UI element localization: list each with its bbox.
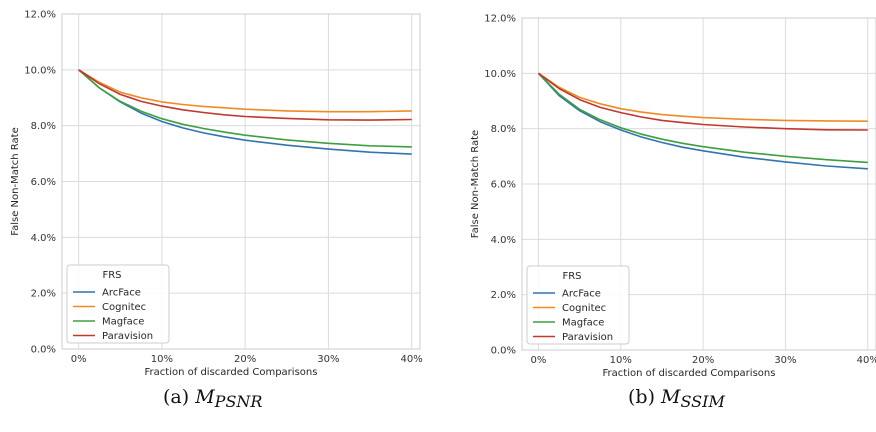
y-tick-label: 12.0% <box>24 10 56 21</box>
plot-frame <box>521 17 876 351</box>
series-line-paravision <box>78 69 412 121</box>
legend-label-paravision: Paravision <box>102 331 153 342</box>
x-tick-label: 10% <box>610 355 632 366</box>
y-tick-label: 4.0% <box>31 233 56 244</box>
x-tick-label: 0% <box>71 354 87 365</box>
y-tick-label: 8.0% <box>31 121 56 132</box>
legend-label-magface: Magface <box>102 317 144 328</box>
y-tick-label: 6.0% <box>491 180 516 191</box>
y-tick-label: 8.0% <box>491 124 516 135</box>
caption-a-symbol: M <box>194 386 215 408</box>
series-line-cognitec <box>538 72 868 122</box>
caption-b: (b) MSSIM <box>628 386 725 411</box>
series-line-magface <box>537 72 868 164</box>
series-line-arcface <box>537 72 868 170</box>
x-tick-label: 40% <box>857 355 876 366</box>
y-tick-label: 2.0% <box>491 290 516 301</box>
y-tick-label: 2.0% <box>31 289 56 300</box>
y-axis-label: False Non-Match Rate <box>10 127 21 235</box>
legend-title: FRS <box>562 271 581 282</box>
x-axis-label: Fraction of discarded Comparisons <box>145 367 318 378</box>
caption-a-prefix: (a) <box>163 386 195 408</box>
legend-label-magface: Magface <box>562 318 604 329</box>
caption-b-symbol: M <box>660 386 681 408</box>
x-tick-label: 0% <box>531 355 547 366</box>
x-tick-label: 30% <box>317 354 339 365</box>
x-tick-label: 40% <box>401 354 423 365</box>
series-line-cognitec <box>78 69 412 113</box>
y-axis-label: False Non-Match Rate <box>470 130 481 238</box>
y-tick-label: 4.0% <box>491 235 516 246</box>
y-tick-label: 0.0% <box>491 346 516 357</box>
legend-label-arcface: ArcFace <box>562 289 601 300</box>
legend-box <box>526 265 630 345</box>
caption-b-prefix: (b) <box>628 386 661 408</box>
series-line-paravision <box>538 72 868 131</box>
legend-label-cognitec: Cognitec <box>102 302 146 313</box>
legend-label-cognitec: Cognitec <box>562 303 606 314</box>
y-tick-label: 12.0% <box>484 14 516 25</box>
legend-label-paravision: Paravision <box>562 332 613 343</box>
caption-a-subscript: PSNR <box>214 392 263 411</box>
y-tick-label: 6.0% <box>31 177 56 188</box>
x-tick-label: 20% <box>692 355 714 366</box>
y-tick-label: 0.0% <box>31 345 56 356</box>
plot-frame <box>61 13 421 350</box>
y-tick-label: 10.0% <box>484 69 516 80</box>
series-line-magface <box>78 69 412 148</box>
chart-panel-b: 0.0% 2.0% 4.0% 6.0% 8.0% 10.0% 12.0% 0% 10% 20% 30… <box>470 14 876 379</box>
x-tick-label: 10% <box>151 354 173 365</box>
x-tick-label: 20% <box>234 354 256 365</box>
y-tick-label: 10.0% <box>24 65 56 76</box>
x-axis-label: Fraction of discarded Comparisons <box>603 368 776 379</box>
legend-label-arcface: ArcFace <box>102 288 141 299</box>
caption-a: (a) MPSNR <box>163 386 262 411</box>
x-tick-label: 30% <box>774 355 796 366</box>
legend-box <box>66 264 170 344</box>
caption-b-subscript: SSIM <box>681 392 726 411</box>
legend-title: FRS <box>102 270 121 281</box>
chart-panel-a: 0.0% 2.0% 4.0% 6.0% 8.0% 10.0% 12.0% 0% 10% 20% 30… <box>10 10 423 379</box>
